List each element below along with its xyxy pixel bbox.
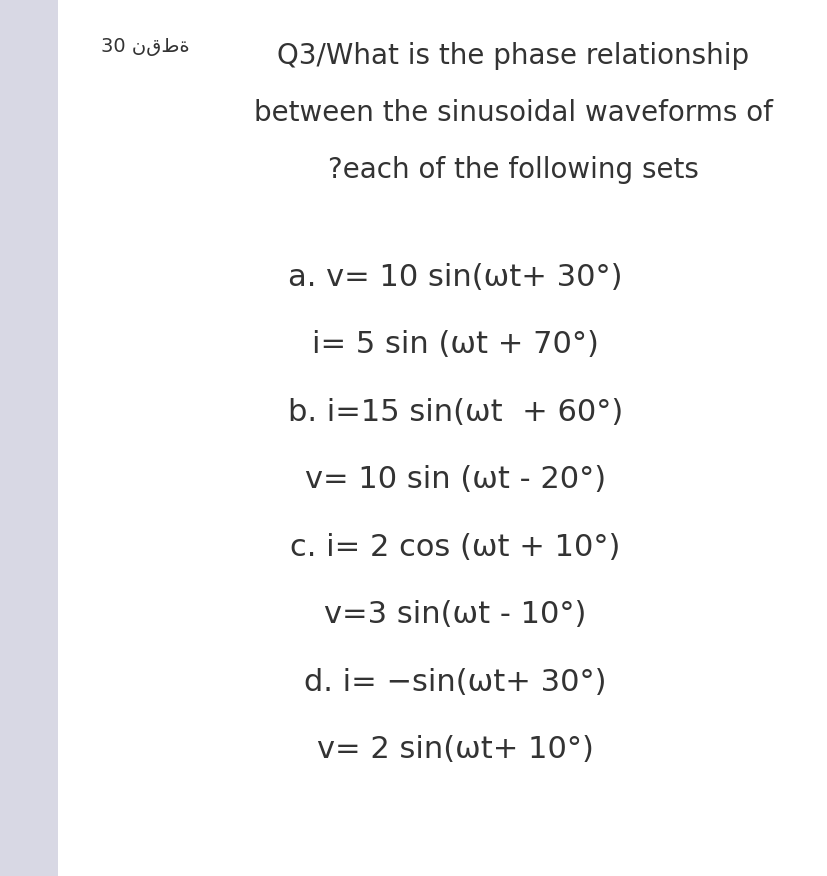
Text: 30 نقطة: 30 نقطة xyxy=(100,37,189,56)
Text: between the sinusoidal waveforms of: between the sinusoidal waveforms of xyxy=(254,99,772,127)
Text: Q3/What is the phase relationship: Q3/What is the phase relationship xyxy=(277,42,748,70)
Text: b. i=15 sin(ωt  + 60°): b. i=15 sin(ωt + 60°) xyxy=(288,398,622,427)
Text: d. i= −sin(ωt+ 30°): d. i= −sin(ωt+ 30°) xyxy=(304,668,606,696)
Text: c. i= 2 cos (ωt + 10°): c. i= 2 cos (ωt + 10°) xyxy=(289,533,620,562)
Text: i= 5 sin (ωt + 70°): i= 5 sin (ωt + 70°) xyxy=(312,330,598,359)
Text: a. v= 10 sin(ωt+ 30°): a. v= 10 sin(ωt+ 30°) xyxy=(288,263,622,292)
Text: v=3 sin(ωt - 10°): v=3 sin(ωt - 10°) xyxy=(324,600,586,629)
Bar xyxy=(0,0,58,876)
Text: ?each of the following sets: ?each of the following sets xyxy=(327,156,698,184)
Text: v= 10 sin (ωt - 20°): v= 10 sin (ωt - 20°) xyxy=(304,465,605,494)
Text: v= 2 sin(ωt+ 10°): v= 2 sin(ωt+ 10°) xyxy=(317,735,593,764)
